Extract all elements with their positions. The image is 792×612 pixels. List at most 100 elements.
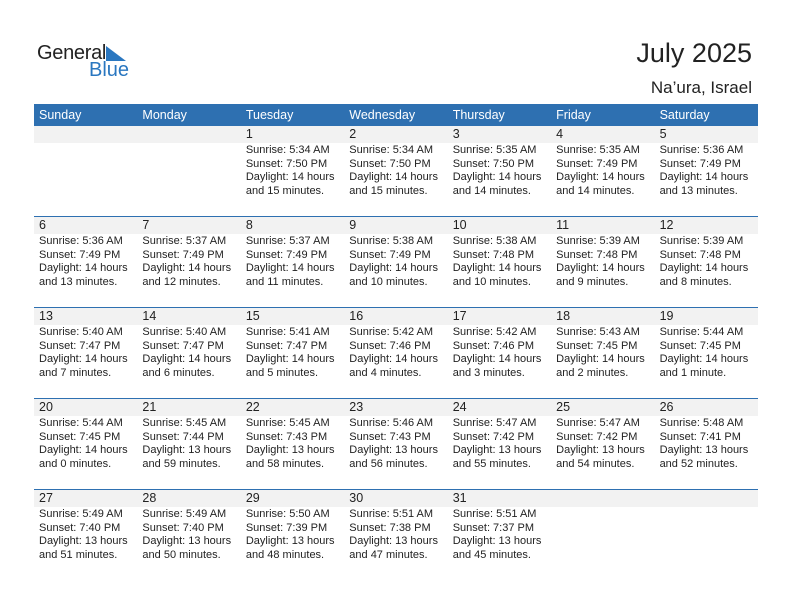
daylight-text: Daylight: 14 hours <box>245 171 335 183</box>
sun-info: Sunrise: 5:34 AM Sunset: 7:50 PM Daylight:… <box>241 143 344 198</box>
day-number-band: 11 <box>551 217 655 234</box>
sun-info: Sunrise: 5:51 AM Sunset: 7:37 PM Daylight:… <box>448 507 551 562</box>
sunset-text: Sunset: 7:45 PM <box>556 339 638 352</box>
day-number-band: 22 <box>240 399 345 416</box>
day-cell: 17 Sunrise: 5:42 AM Sunset: 7:46 PM Dayligh… <box>447 308 552 398</box>
daylight-text: Daylight: 14 hours <box>245 262 335 274</box>
sunset-text: Sunset: 7:38 PM <box>349 521 431 534</box>
sunrise-text: Sunrise: 5:51 AM <box>452 508 537 520</box>
sunset-text: Sunset: 7:47 PM <box>245 339 328 352</box>
sunrise-text: Sunrise: 5:46 AM <box>349 417 434 429</box>
sunrise-text: Sunrise: 5:38 AM <box>349 235 434 247</box>
minutes-text: and 1 minute. <box>659 366 727 379</box>
minutes-text: and 12 minutes. <box>142 275 221 288</box>
sunrise-text: Sunrise: 5:35 AM <box>452 144 537 156</box>
day-number: 28 <box>142 491 157 505</box>
sunrise-text: Sunrise: 5:45 AM <box>142 417 227 429</box>
minutes-text: and 47 minutes. <box>349 548 428 561</box>
weekday-tuesday: Tuesday <box>245 108 294 122</box>
empty-cell <box>551 490 655 580</box>
day-cell: 13 Sunrise: 5:40 AM Sunset: 7:47 PM Dayligh… <box>34 308 138 398</box>
sunset-text: Sunset: 7:49 PM <box>556 157 638 170</box>
day-number: 5 <box>659 127 667 141</box>
day-number: 20 <box>39 400 53 414</box>
daylight-text: Daylight: 14 hours <box>142 353 232 365</box>
weekday-wednesday: Wednesday <box>349 108 416 122</box>
sunrise-text: Sunrise: 5:36 AM <box>39 235 123 247</box>
sunrise-text: Sunrise: 5:40 AM <box>142 326 227 338</box>
day-cell: 22 Sunrise: 5:45 AM Sunset: 7:43 PM Dayligh… <box>240 399 345 489</box>
sunrise-text: Sunrise: 5:37 AM <box>142 235 227 247</box>
daylight-text: Daylight: 14 hours <box>556 171 645 183</box>
day-number-band: 18 <box>551 308 655 325</box>
logo-word-general: General <box>37 42 107 64</box>
minutes-text: and 11 minutes. <box>245 275 324 288</box>
day-cell: 21 Sunrise: 5:45 AM Sunset: 7:44 PM Dayligh… <box>137 399 241 489</box>
week-row: 27 Sunrise: 5:49 AM Sunset: 7:40 PM Dayligh… <box>34 489 758 580</box>
daylight-text: Daylight: 14 hours <box>659 262 749 274</box>
sun-info: Sunrise: 5:48 AM Sunset: 7:41 PM Daylight:… <box>655 416 758 471</box>
sunrise-text: Sunrise: 5:48 AM <box>659 417 744 429</box>
day-number: 27 <box>39 491 53 505</box>
weekday-header: Sunday Monday Tuesday Wednesday Thursday Frid… <box>34 104 758 126</box>
minutes-text: and 59 minutes. <box>142 457 221 470</box>
day-number: 19 <box>659 309 674 323</box>
daylight-text: Daylight: 14 hours <box>39 262 128 274</box>
empty-cell <box>34 126 138 216</box>
sunset-text: Sunset: 7:50 PM <box>245 157 328 170</box>
day-number-band: 1 <box>240 126 345 143</box>
sunrise-text: Sunrise: 5:38 AM <box>452 235 537 247</box>
day-number-band: 25 <box>551 399 655 416</box>
day-number-band: 10 <box>447 217 552 234</box>
day-cell: 29 Sunrise: 5:50 AM Sunset: 7:39 PM Dayligh… <box>240 490 345 580</box>
day-number: 21 <box>142 400 157 414</box>
day-number: 13 <box>39 309 53 323</box>
sunset-text: Sunset: 7:47 PM <box>142 339 224 352</box>
day-number: 14 <box>142 309 157 323</box>
sunrise-text: Sunrise: 5:42 AM <box>452 326 537 338</box>
day-number: 22 <box>245 400 260 414</box>
daylight-text: Daylight: 14 hours <box>659 171 749 183</box>
day-number-band: 30 <box>344 490 448 507</box>
day-number-band: 20 <box>34 399 138 416</box>
sun-info: Sunrise: 5:38 AM Sunset: 7:49 PM Daylight:… <box>344 234 447 289</box>
day-cell: 28 Sunrise: 5:49 AM Sunset: 7:40 PM Dayligh… <box>137 490 241 580</box>
minutes-text: and 4 minutes. <box>349 366 422 379</box>
day-number-band: 4 <box>551 126 655 143</box>
day-number-band: 9 <box>344 217 448 234</box>
minutes-text: and 14 minutes. <box>556 184 635 197</box>
sun-info: Sunrise: 5:34 AM Sunset: 7:50 PM Daylight:… <box>344 143 447 198</box>
day-number: 29 <box>245 491 260 505</box>
sunrise-text: Sunrise: 5:49 AM <box>39 508 123 520</box>
day-number-band <box>137 126 241 143</box>
sunset-text: Sunset: 7:49 PM <box>245 248 328 261</box>
day-number: 18 <box>556 309 571 323</box>
sunrise-text: Sunrise: 5:40 AM <box>39 326 123 338</box>
day-number: 24 <box>452 400 467 414</box>
day-cell: 20 Sunrise: 5:44 AM Sunset: 7:45 PM Dayligh… <box>34 399 138 489</box>
daylight-text: Daylight: 14 hours <box>245 353 335 365</box>
day-number-band: 13 <box>34 308 138 325</box>
sun-info: Sunrise: 5:43 AM Sunset: 7:45 PM Daylight:… <box>551 325 654 380</box>
day-number: 1 <box>245 127 253 141</box>
sunset-text: Sunset: 7:45 PM <box>39 430 121 443</box>
weekday-monday: Monday <box>142 108 187 122</box>
day-cell: 10 Sunrise: 5:38 AM Sunset: 7:48 PM Dayligh… <box>447 217 552 307</box>
week-row: 1 Sunrise: 5:34 AM Sunset: 7:50 PM Daylight… <box>34 126 758 216</box>
day-number-band: 5 <box>654 126 758 143</box>
daylight-text: Daylight: 13 hours <box>39 535 128 547</box>
sun-info: Sunrise: 5:42 AM Sunset: 7:46 PM Daylight:… <box>448 325 551 380</box>
empty-cell <box>654 490 758 580</box>
day-cell: 15 Sunrise: 5:41 AM Sunset: 7:47 PM Dayligh… <box>240 308 345 398</box>
minutes-text: and 10 minutes. <box>349 275 428 288</box>
minutes-text: and 15 minutes. <box>349 184 428 197</box>
day-cell: 23 Sunrise: 5:46 AM Sunset: 7:43 PM Dayligh… <box>344 399 448 489</box>
day-cell: 16 Sunrise: 5:42 AM Sunset: 7:46 PM Dayligh… <box>344 308 448 398</box>
minutes-text: and 55 minutes. <box>452 457 531 470</box>
empty-cell <box>137 126 241 216</box>
sunrise-text: Sunrise: 5:47 AM <box>452 417 537 429</box>
sun-info: Sunrise: 5:36 AM Sunset: 7:49 PM Daylight:… <box>34 234 137 289</box>
daylight-text: Daylight: 14 hours <box>349 353 438 365</box>
day-number-band: 26 <box>654 399 758 416</box>
